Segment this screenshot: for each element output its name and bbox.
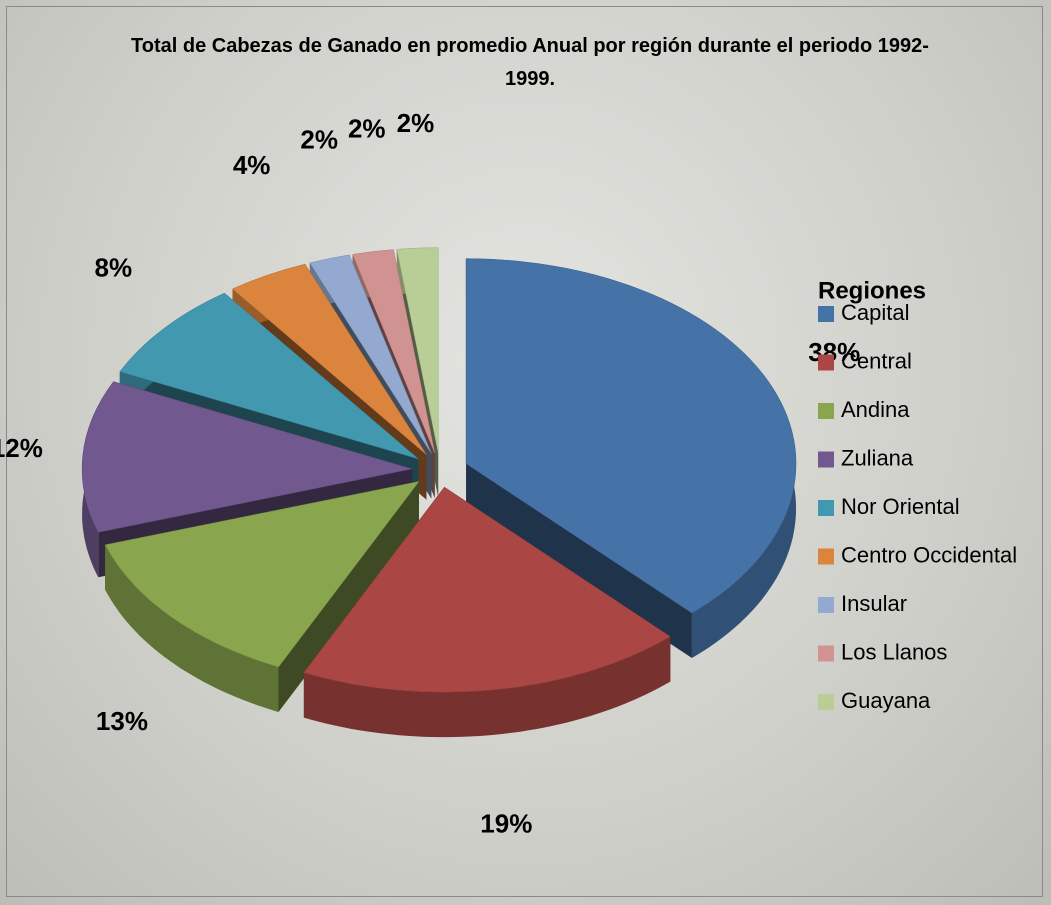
data-label: 8% <box>95 252 133 282</box>
chart: 38%19%13%12%8%4%2%2%2%CapitalCentralAndi… <box>0 0 1051 905</box>
legend-title: Regiones <box>818 277 926 304</box>
chart-area: Total de Cabezas de Ganado en promedio A… <box>0 0 1051 905</box>
legend-label: Andina <box>841 397 910 422</box>
data-label: 12% <box>0 433 43 463</box>
data-label: 4% <box>233 150 271 180</box>
data-label: 19% <box>480 809 532 839</box>
legend-label: Nor Oriental <box>841 494 960 519</box>
legend-swatch <box>818 549 834 565</box>
legend-label: Insular <box>841 591 907 616</box>
legend-label: Central <box>841 348 912 373</box>
data-label: 2% <box>397 108 435 138</box>
data-label: 2% <box>348 114 386 144</box>
data-label: 13% <box>96 706 148 736</box>
legend-swatch <box>818 452 834 468</box>
legend-swatch <box>818 306 834 322</box>
data-label: 2% <box>300 124 338 154</box>
legend-swatch <box>818 646 834 662</box>
legend-label: Zuliana <box>841 445 914 470</box>
legend-swatch <box>818 403 834 419</box>
legend-swatch <box>818 500 834 516</box>
legend-swatch <box>818 694 834 710</box>
legend-label: Los Llanos <box>841 639 947 664</box>
legend-swatch <box>818 355 834 371</box>
legend-label: Guayana <box>841 688 931 713</box>
legend-label: Centro Occidental <box>841 542 1017 567</box>
legend-swatch <box>818 597 834 613</box>
